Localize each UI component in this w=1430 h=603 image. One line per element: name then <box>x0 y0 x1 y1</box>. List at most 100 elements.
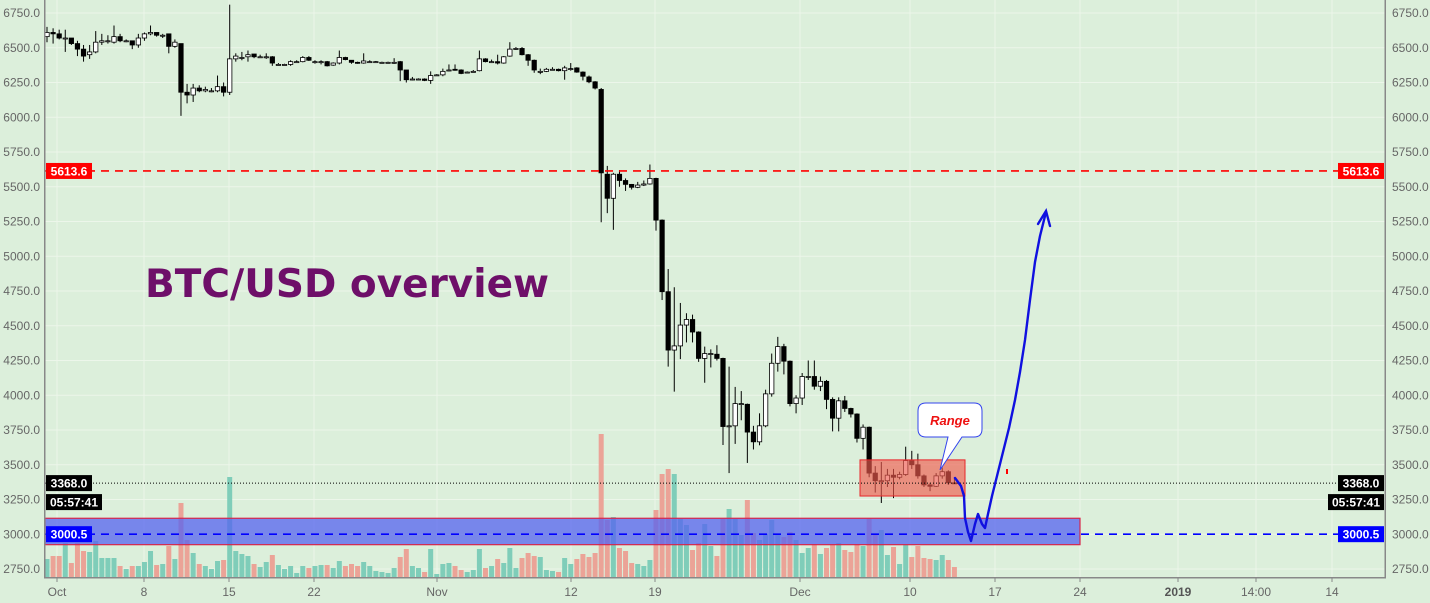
y-tick-label-right: 6000.0 <box>1392 110 1429 124</box>
price-tag-label: 5613.6 <box>51 164 88 178</box>
y-tick-label-right: 4250.0 <box>1392 354 1429 368</box>
range-callout[interactable]: Range <box>917 402 983 471</box>
projected-path-line[interactable] <box>953 210 1048 543</box>
candle-bullish <box>367 61 373 64</box>
candle-bullish <box>470 70 476 73</box>
candle-bullish <box>93 41 99 53</box>
volume-bar <box>580 554 586 577</box>
volume-bar <box>592 553 598 577</box>
volume-bar <box>269 555 275 577</box>
candle-bearish <box>269 56 275 64</box>
candle-bullish <box>123 40 129 43</box>
volume-bar <box>330 568 336 577</box>
volume-bar <box>251 564 257 577</box>
x-tick-label: 14:00 <box>1241 585 1271 599</box>
candle-bullish <box>763 393 769 427</box>
candle-bullish <box>275 64 282 66</box>
volume-bar <box>452 566 458 577</box>
countdown-label: 05:57:41 <box>1332 496 1380 510</box>
x-tick-label: 24 <box>1073 585 1087 599</box>
volume-bar <box>805 548 811 577</box>
time-axis-line <box>44 577 1386 579</box>
price-tag-label: 5613.6 <box>1343 164 1380 178</box>
candle-bullish <box>62 37 68 40</box>
range-box[interactable] <box>859 459 966 497</box>
candle-bullish <box>373 61 379 64</box>
volume-bar <box>720 519 726 577</box>
candle-bearish <box>178 43 184 93</box>
volume-bar <box>367 566 373 577</box>
volume-bar <box>824 548 830 577</box>
candle-bearish <box>80 48 87 57</box>
candle-bearish <box>306 57 312 61</box>
volume-bar <box>397 557 403 577</box>
volume-bar <box>233 551 239 577</box>
candle-bearish <box>50 32 56 35</box>
candle-bullish <box>464 71 470 74</box>
candle-bearish <box>842 400 848 409</box>
y-tick-label-left: 6500.0 <box>3 41 40 55</box>
volume-bar <box>799 553 805 577</box>
volume-bar <box>208 569 214 577</box>
candle-bullish <box>708 353 714 355</box>
price-axis[interactable]: 2750.0 2750.0 3000.0 3000.0 3250.0 3250.0 3500… <box>3 6 1429 576</box>
volume-bar <box>921 558 927 577</box>
candle-bullish <box>385 61 391 64</box>
candle-bullish <box>738 403 744 405</box>
price-tag <box>1338 475 1384 492</box>
y-tick-label-right: 3750.0 <box>1392 423 1429 437</box>
candle-bearish <box>154 32 160 36</box>
candle-bearish <box>696 331 702 359</box>
projection-drawing[interactable] <box>953 207 1052 543</box>
volume-bar <box>324 565 330 577</box>
volume-bar <box>318 565 324 577</box>
volume-bar <box>610 517 616 577</box>
volume-bar <box>361 562 367 577</box>
volume-bar <box>556 572 562 577</box>
volume-bar <box>215 561 221 577</box>
candle-bullish <box>99 40 105 43</box>
volume-bar <box>391 568 397 577</box>
time-axis[interactable]: Oct 8 15 22 Nov 12 19 Dec 10 17 24 2019 14:00 14 <box>48 578 1339 599</box>
volume-bar <box>275 565 281 577</box>
y-tick-label-left: 4750.0 <box>3 284 40 298</box>
support-zone[interactable] <box>44 517 1081 546</box>
candle-bearish <box>586 76 592 83</box>
volume-bar <box>184 540 190 577</box>
candle-bearish <box>622 180 629 185</box>
candle-bearish <box>665 291 671 351</box>
candle-bearish <box>251 53 257 58</box>
candle-bullish <box>428 75 434 81</box>
x-tick-label: Dec <box>789 585 810 599</box>
volume-bar <box>738 535 744 577</box>
candle-bearish <box>221 86 227 93</box>
volume-bar <box>202 566 208 577</box>
volume-bar <box>647 560 653 577</box>
volume-bar <box>604 520 610 577</box>
volume-bar <box>56 556 62 577</box>
candle-bullish <box>300 57 306 63</box>
candle-bearish <box>348 59 355 63</box>
volume-bar <box>714 556 720 577</box>
candle-bearish <box>421 78 428 81</box>
y-tick-label-right: 5750.0 <box>1392 145 1429 159</box>
candle-bullish <box>105 40 111 43</box>
candle-bullish <box>732 403 738 427</box>
volume-bar <box>830 545 836 577</box>
candle-bearish <box>452 68 458 71</box>
volume-bar <box>135 566 141 577</box>
volume-bar <box>93 541 99 577</box>
volume-bar <box>62 543 68 577</box>
volume-bar <box>306 568 312 577</box>
candle-bullish <box>379 61 385 64</box>
candle-bullish <box>488 61 495 64</box>
volume-bar <box>769 520 775 577</box>
candle-bullish <box>111 36 117 43</box>
candle-bullish <box>647 178 653 185</box>
volume-bar <box>775 535 781 577</box>
candle-bullish <box>641 183 647 186</box>
volume-bar <box>196 564 202 577</box>
candle-bullish <box>263 56 269 59</box>
volume-bar <box>312 566 318 577</box>
